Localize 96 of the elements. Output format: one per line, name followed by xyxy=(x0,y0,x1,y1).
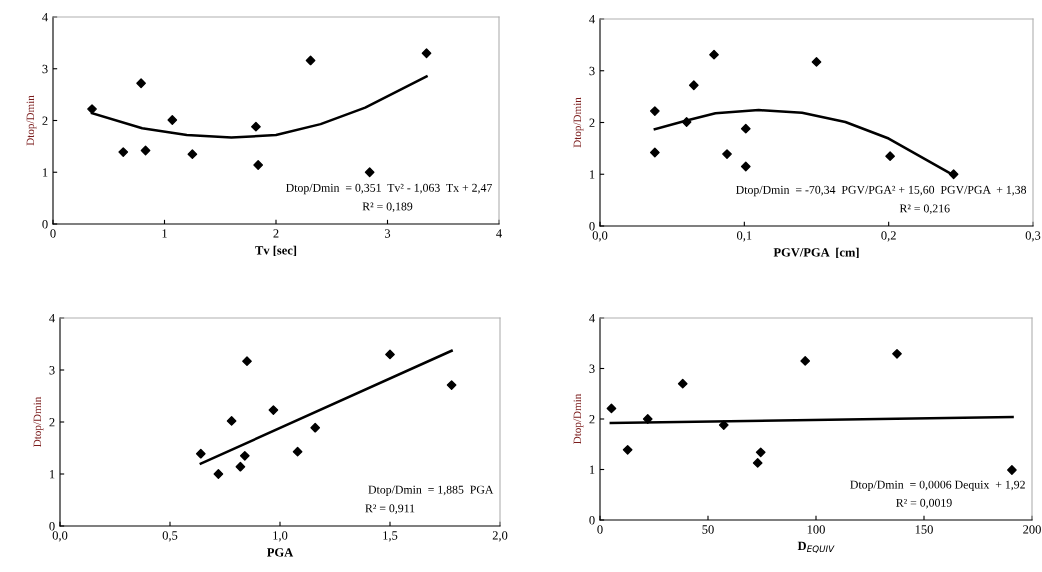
x-tick-label: 50 xyxy=(702,525,714,534)
y-tick-label: 2 xyxy=(42,116,48,125)
y-axis-title: Dtop/Dmin xyxy=(573,393,584,444)
point xyxy=(446,380,457,390)
point xyxy=(140,145,151,156)
y-tick-label: 4 xyxy=(589,15,595,24)
point xyxy=(292,446,303,457)
x-tick-label: 0,5 xyxy=(162,531,178,542)
point xyxy=(649,147,660,158)
x-tick-label: 100 xyxy=(807,525,825,534)
y-axis-title: Dtop/Dmin xyxy=(573,97,584,148)
x-tick-label: 1,5 xyxy=(383,531,398,542)
y-tick-label: 2 xyxy=(589,415,595,424)
point xyxy=(811,57,822,67)
point xyxy=(213,469,224,479)
x-tick-label: 0,2 xyxy=(881,231,896,242)
point xyxy=(649,106,660,116)
point xyxy=(1007,465,1017,475)
annotation: R² = 0,216 xyxy=(899,204,950,215)
x-tick-label: 0 xyxy=(597,525,603,534)
annotation: Dtop/Dmin = 1,885 PGA xyxy=(368,485,494,496)
point xyxy=(622,444,633,455)
y-tick-label: 2 xyxy=(49,418,55,427)
point xyxy=(800,356,811,366)
point xyxy=(718,420,729,430)
y-tick-label: 0 xyxy=(589,516,595,525)
point xyxy=(421,48,432,59)
x-tick-label: 4 xyxy=(496,229,502,238)
y-tick-label: 2 xyxy=(589,118,595,127)
annotation: R² = 0,911 xyxy=(365,504,415,515)
y-tick-label: 3 xyxy=(42,64,48,74)
annotation: Dtop/Dmin = 0,351 Tv² - 1,063 Tx + 2,47 xyxy=(286,183,492,195)
y-tick-label: 1 xyxy=(589,170,595,179)
y-tick-label: 1 xyxy=(49,470,55,479)
y-axis-title: Dtop/Dmin xyxy=(33,396,44,447)
x-tick-label: 200 xyxy=(1023,525,1041,534)
point xyxy=(681,117,692,127)
point xyxy=(677,378,688,389)
x-axis-title: PGA xyxy=(267,548,294,557)
point xyxy=(118,147,129,157)
y-tick-label: 3 xyxy=(589,364,595,373)
point xyxy=(722,149,732,159)
x-tick-label: 0,1 xyxy=(737,231,752,242)
point xyxy=(740,123,751,134)
x-axis-title: D$_{EQUIV}$ xyxy=(797,541,835,554)
point xyxy=(642,414,653,424)
y-tick-label: 4 xyxy=(49,314,55,323)
point xyxy=(235,461,246,472)
point xyxy=(167,115,178,125)
x-tick-label: 150 xyxy=(915,525,933,534)
x-tick-label: 0,0 xyxy=(592,231,608,242)
point xyxy=(242,356,252,367)
x-axis-title: Tv [sec] xyxy=(255,245,297,257)
annotation: Dtop/Dmin = -70,34 PGV/PGA² + 15,60 PGV/PGA + 1,38 xyxy=(736,185,1027,197)
y-tick-label: 4 xyxy=(589,314,595,323)
x-tick-label: 0,0 xyxy=(52,531,68,542)
y-tick-label: 0 xyxy=(589,222,595,231)
point xyxy=(948,169,959,180)
point xyxy=(688,80,699,91)
point xyxy=(239,450,250,461)
x-tick-label: 0,3 xyxy=(1025,231,1041,242)
x-axis-title: PGV/PGA [cm] xyxy=(773,247,859,259)
point xyxy=(195,448,206,459)
y-tick-label: 1 xyxy=(589,465,595,474)
x-tick-label: 2 xyxy=(273,229,279,238)
point xyxy=(740,161,751,172)
y-tick-label: 4 xyxy=(42,13,48,22)
annotation: R² = 0,189 xyxy=(362,202,413,213)
point xyxy=(187,149,198,159)
point xyxy=(364,167,375,178)
point xyxy=(709,49,719,60)
point xyxy=(310,422,321,433)
point xyxy=(251,121,261,132)
y-tick-label: 3 xyxy=(589,66,595,76)
point xyxy=(885,151,895,161)
point xyxy=(606,403,617,414)
x-tick-label: 1,0 xyxy=(273,531,288,542)
y-tick-label: 3 xyxy=(49,366,55,375)
y-tick-label: 1 xyxy=(42,168,48,177)
point xyxy=(755,447,766,458)
x-tick-label: 3 xyxy=(384,229,391,238)
point xyxy=(253,160,264,170)
annotation: R² = 0,0019 xyxy=(896,498,952,509)
point xyxy=(136,78,146,89)
point xyxy=(385,349,395,360)
y-tick-label: 0 xyxy=(42,220,48,229)
annotation: Dtop/Dmin = 0,0006 Dequix + 1,92 xyxy=(850,480,1025,492)
y-axis-title: Dtop/Dmin xyxy=(26,95,37,146)
point xyxy=(87,104,97,114)
point xyxy=(268,405,279,415)
point xyxy=(892,348,902,359)
x-tick-label: 2,0 xyxy=(492,531,508,542)
point xyxy=(752,458,763,468)
point xyxy=(305,55,316,66)
x-tick-label: 1 xyxy=(162,229,167,238)
point xyxy=(226,416,237,426)
